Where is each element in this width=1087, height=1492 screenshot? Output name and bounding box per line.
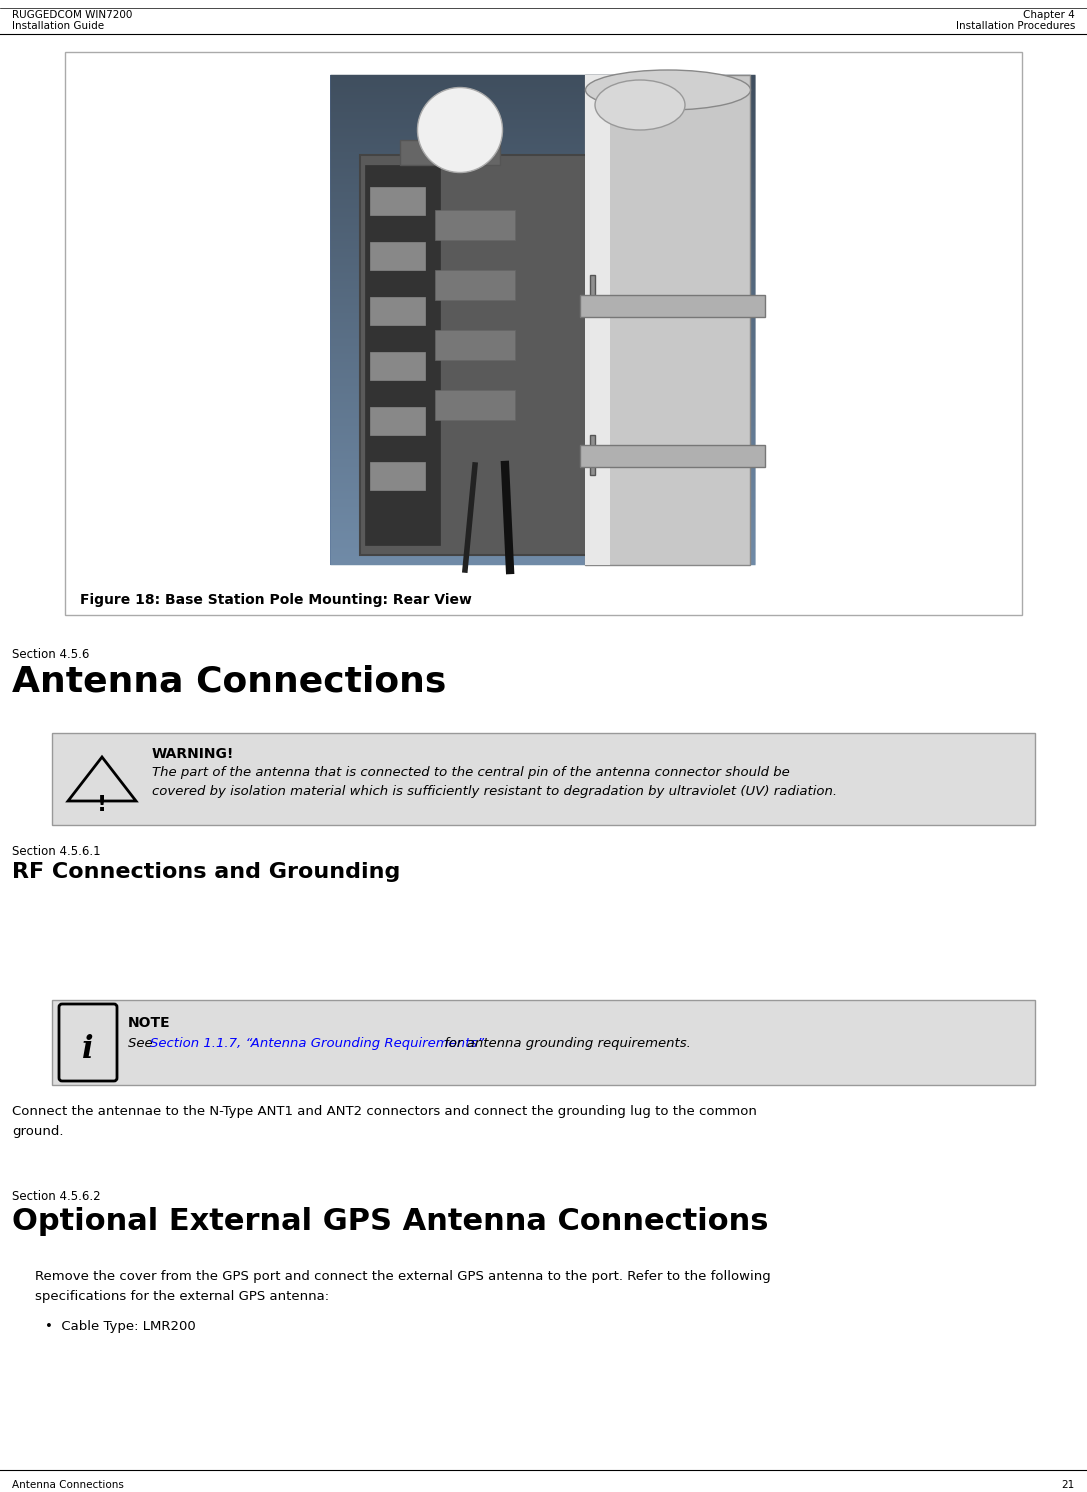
Text: ground.: ground. bbox=[12, 1125, 63, 1138]
Text: RF Connections and Grounding: RF Connections and Grounding bbox=[12, 862, 400, 882]
FancyBboxPatch shape bbox=[400, 140, 500, 166]
FancyBboxPatch shape bbox=[585, 75, 610, 565]
Text: covered by isolation material which is sufficiently resistant to degradation by : covered by isolation material which is s… bbox=[152, 785, 837, 798]
FancyBboxPatch shape bbox=[52, 1000, 1035, 1085]
Ellipse shape bbox=[417, 88, 502, 173]
Text: The part of the antenna that is connected to the central pin of the antenna conn: The part of the antenna that is connecte… bbox=[152, 765, 790, 779]
Text: Connect the antennae to the N-Type ANT1 and ANT2 connectors and connect the grou: Connect the antennae to the N-Type ANT1 … bbox=[12, 1106, 757, 1118]
Text: Remove the cover from the GPS port and connect the external GPS antenna to the p: Remove the cover from the GPS port and c… bbox=[35, 1270, 771, 1283]
Text: Section 4.5.6.2: Section 4.5.6.2 bbox=[12, 1191, 101, 1203]
Text: Installation Guide: Installation Guide bbox=[12, 21, 104, 31]
FancyBboxPatch shape bbox=[590, 275, 595, 315]
Text: •  Cable Type: LMR200: • Cable Type: LMR200 bbox=[45, 1320, 196, 1332]
Text: Figure 18: Base Station Pole Mounting: Rear View: Figure 18: Base Station Pole Mounting: R… bbox=[80, 592, 472, 607]
Text: for antenna grounding requirements.: for antenna grounding requirements. bbox=[440, 1037, 691, 1050]
Text: Installation Procedures: Installation Procedures bbox=[955, 21, 1075, 31]
FancyBboxPatch shape bbox=[435, 389, 515, 421]
Text: 21: 21 bbox=[1062, 1480, 1075, 1491]
Text: Section 4.5.6: Section 4.5.6 bbox=[12, 648, 89, 661]
FancyBboxPatch shape bbox=[65, 52, 1022, 615]
FancyBboxPatch shape bbox=[370, 463, 425, 489]
FancyBboxPatch shape bbox=[360, 155, 600, 555]
FancyBboxPatch shape bbox=[580, 445, 765, 467]
Polygon shape bbox=[68, 756, 136, 801]
FancyBboxPatch shape bbox=[370, 297, 425, 325]
Text: Antenna Connections: Antenna Connections bbox=[12, 665, 447, 698]
Text: See: See bbox=[128, 1037, 157, 1050]
Ellipse shape bbox=[595, 81, 685, 130]
FancyBboxPatch shape bbox=[590, 436, 595, 474]
FancyBboxPatch shape bbox=[435, 270, 515, 300]
FancyBboxPatch shape bbox=[435, 330, 515, 360]
FancyBboxPatch shape bbox=[330, 75, 755, 565]
Text: WARNING!: WARNING! bbox=[152, 747, 235, 761]
Text: Section 4.5.6.1: Section 4.5.6.1 bbox=[12, 844, 101, 858]
Text: Section 1.1.7, “Antenna Grounding Requirements”: Section 1.1.7, “Antenna Grounding Requir… bbox=[150, 1037, 484, 1050]
FancyBboxPatch shape bbox=[435, 210, 515, 240]
FancyBboxPatch shape bbox=[370, 407, 425, 436]
FancyBboxPatch shape bbox=[585, 75, 750, 565]
Text: specifications for the external GPS antenna:: specifications for the external GPS ante… bbox=[35, 1291, 329, 1303]
FancyBboxPatch shape bbox=[59, 1004, 117, 1082]
Text: Antenna Connections: Antenna Connections bbox=[12, 1480, 124, 1491]
FancyBboxPatch shape bbox=[580, 295, 765, 316]
FancyBboxPatch shape bbox=[370, 186, 425, 215]
Text: i: i bbox=[83, 1034, 93, 1065]
Text: Chapter 4: Chapter 4 bbox=[1023, 10, 1075, 19]
Text: !: ! bbox=[97, 795, 107, 815]
Text: RUGGEDCOM WIN7200: RUGGEDCOM WIN7200 bbox=[12, 10, 133, 19]
Ellipse shape bbox=[586, 70, 750, 110]
FancyBboxPatch shape bbox=[370, 242, 425, 270]
FancyBboxPatch shape bbox=[365, 166, 440, 545]
Text: Optional External GPS Antenna Connections: Optional External GPS Antenna Connection… bbox=[12, 1207, 769, 1235]
FancyBboxPatch shape bbox=[370, 352, 425, 380]
Text: NOTE: NOTE bbox=[128, 1016, 171, 1029]
FancyBboxPatch shape bbox=[52, 733, 1035, 825]
